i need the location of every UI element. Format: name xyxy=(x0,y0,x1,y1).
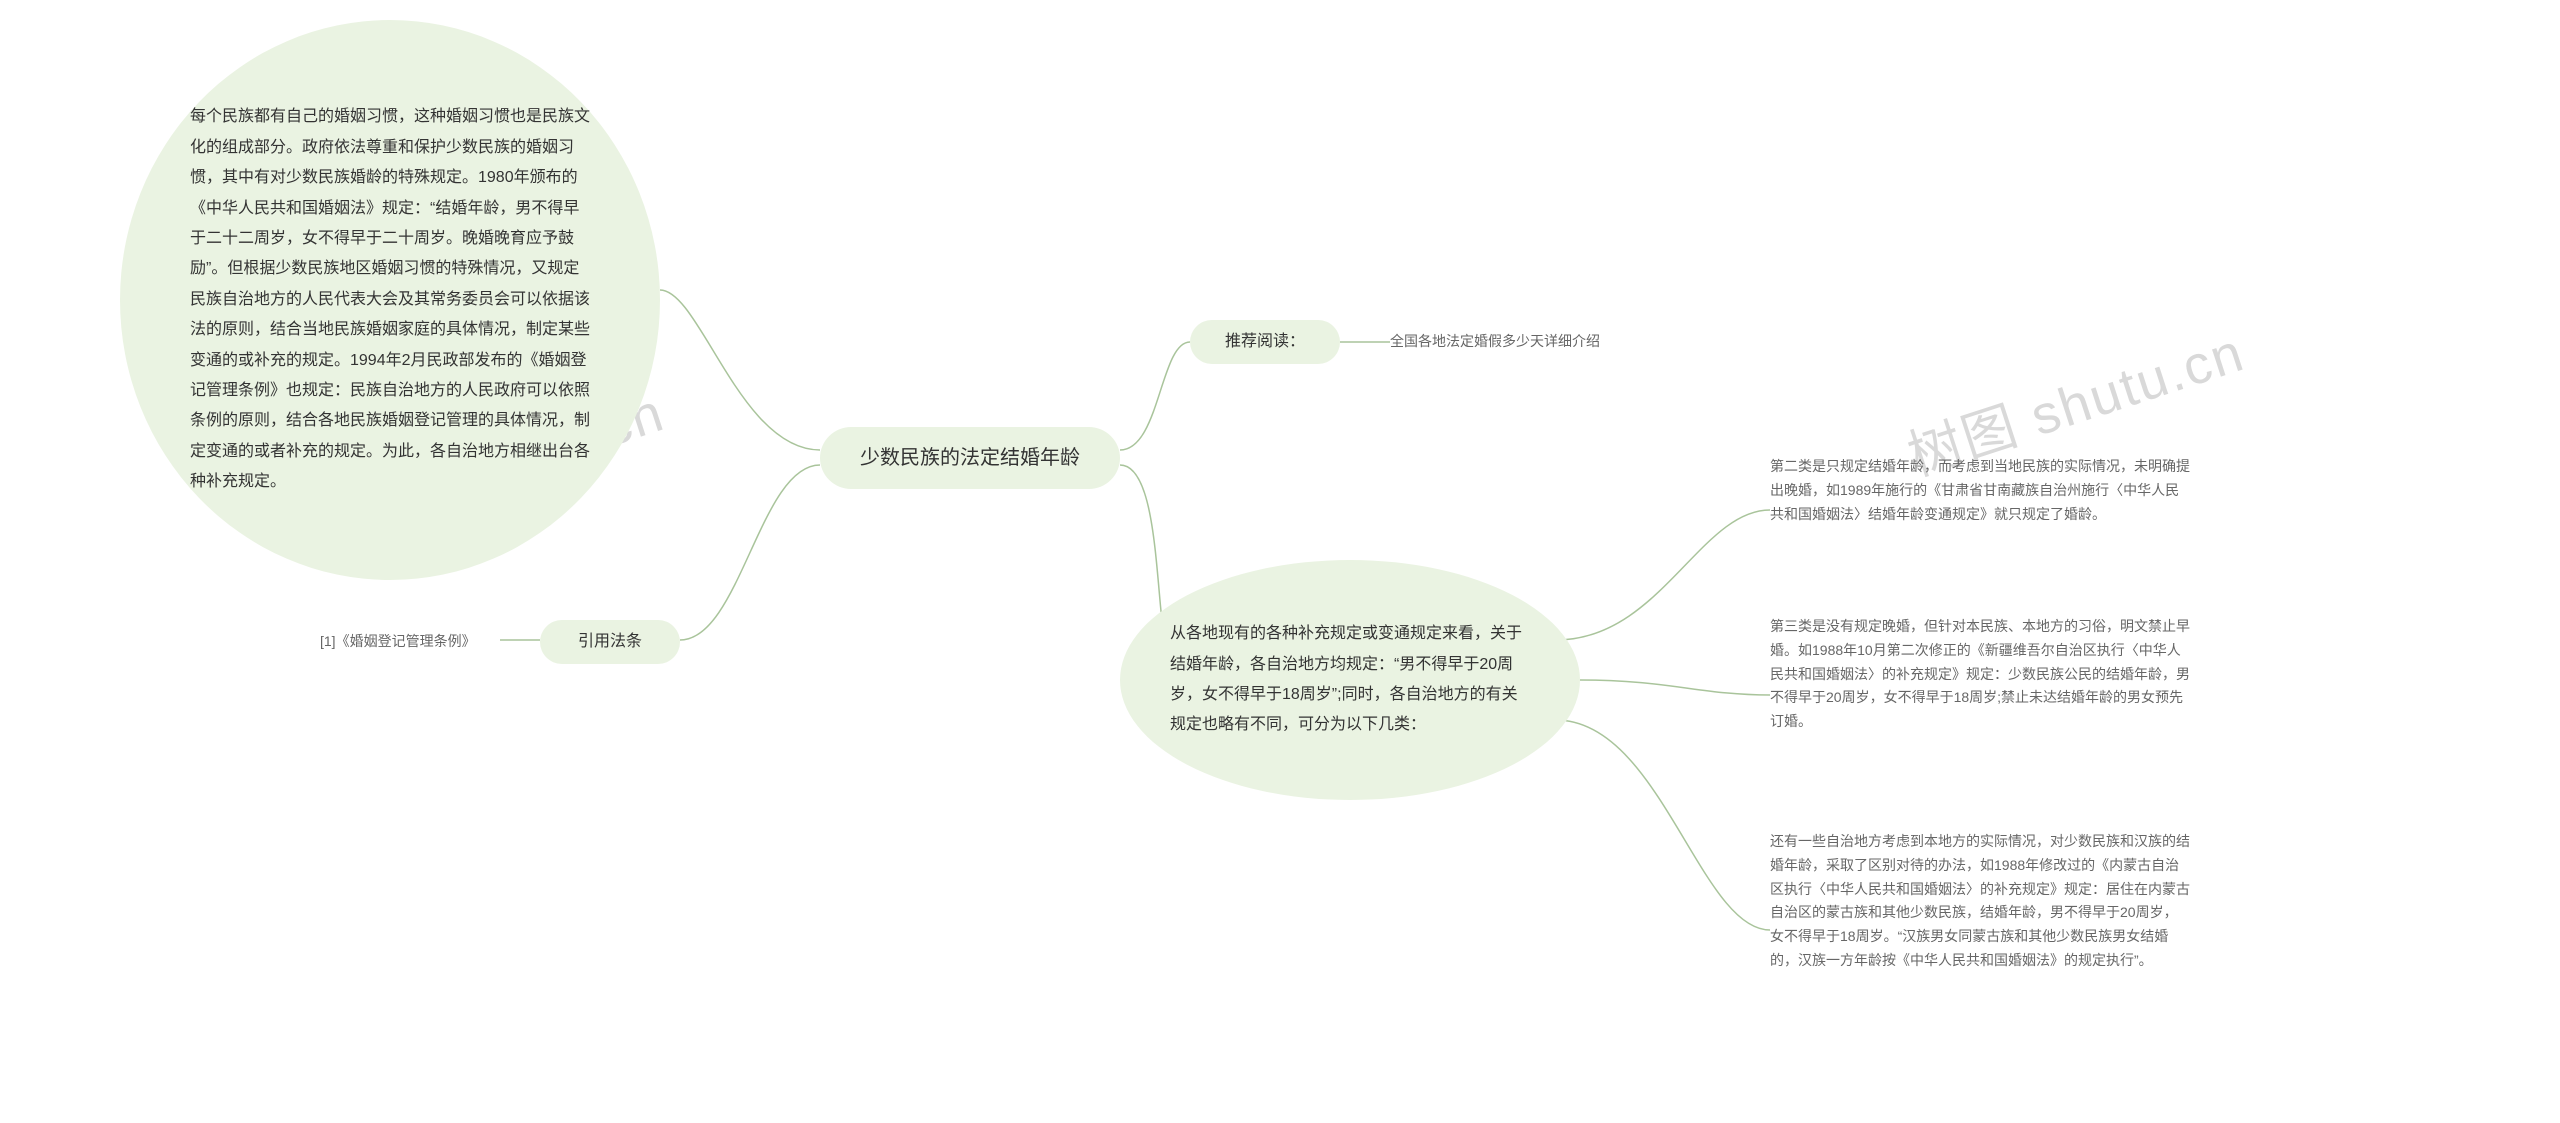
left-intro-node[interactable]: 每个民族都有自己的婚姻习惯，这种婚姻习惯也是民族文化的组成部分。政府依法尊重和保… xyxy=(120,20,660,580)
recommend-branch-node[interactable]: 推荐阅读： xyxy=(1190,320,1340,364)
category-leaf-2: 第二类是只规定结婚年龄，而考虑到当地民族的实际情况，未明确提出晚婚，如1989年… xyxy=(1770,455,2190,575)
cite-branch-node[interactable]: 引用法条 xyxy=(540,620,680,664)
categories-node[interactable]: 从各地现有的各种补充规定或变通规定来看，关于结婚年龄，各自治地方均规定：“男不得… xyxy=(1120,560,1580,800)
cite-leaf: [1]《婚姻登记管理条例》 xyxy=(320,630,530,654)
categories-text: 从各地现有的各种补充规定或变通规定来看，关于结婚年龄，各自治地方均规定：“男不得… xyxy=(1170,619,1530,741)
category-leaf-4: 还有一些自治地方考虑到本地方的实际情况，对少数民族和汉族的结婚年龄，采取了区别对… xyxy=(1770,830,2190,1050)
recommend-leaf: 全国各地法定婚假多少天详细介绍 xyxy=(1390,330,1670,354)
left-intro-text: 每个民族都有自己的婚姻习惯，这种婚姻习惯也是民族文化的组成部分。政府依法尊重和保… xyxy=(190,102,590,497)
center-node[interactable]: 少数民族的法定结婚年龄 xyxy=(820,427,1120,489)
category-leaf-3: 第三类是没有规定晚婚，但针对本民族、本地方的习俗，明文禁止早婚。如1988年10… xyxy=(1770,615,2190,785)
